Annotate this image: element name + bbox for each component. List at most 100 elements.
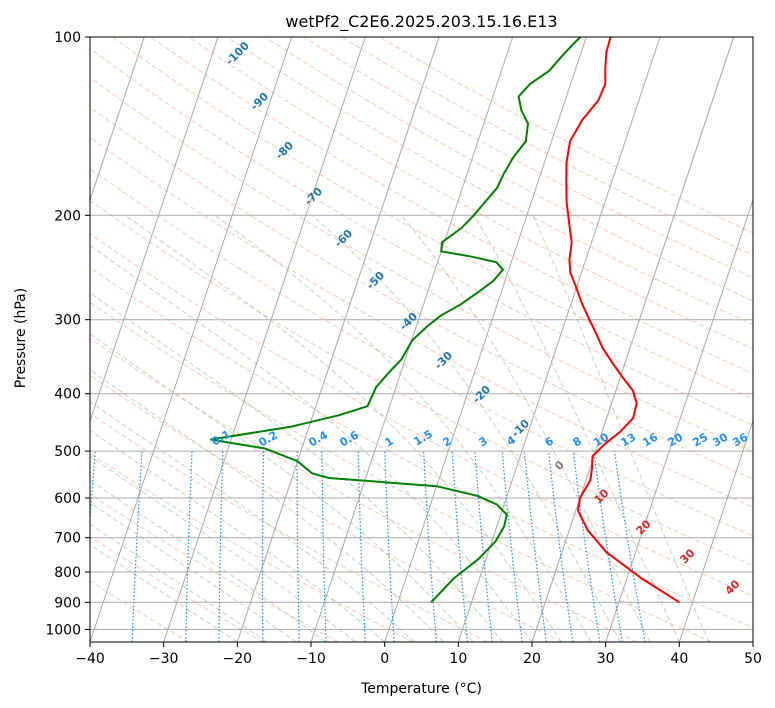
- mixing-ratio-line: [357, 451, 366, 642]
- moist-adiabat-label: -70: [302, 185, 325, 208]
- dry-adiabat: [90, 413, 488, 642]
- y-tick-label: 200: [54, 208, 81, 224]
- isotherm: [90, 37, 145, 202]
- moist-adiabat: [311, 214, 621, 642]
- moist-adiabat: [90, 333, 474, 642]
- y-tick-label: 1000: [45, 622, 81, 638]
- dry-adiabat: [90, 76, 753, 453]
- mixing-ratio-line: [185, 451, 193, 642]
- moist-adiabat: [90, 244, 533, 642]
- moist-adiabat-label: -40: [397, 310, 420, 333]
- x-tick-label: −40: [75, 651, 105, 667]
- moist-adiabat-label: -50: [364, 269, 387, 292]
- isotherm: [0, 37, 71, 642]
- moist-adiabat: [90, 479, 326, 642]
- mixing-ratio-line: [613, 451, 646, 642]
- dry-adiabat: [90, 580, 190, 642]
- y-tick-label: 700: [54, 531, 81, 547]
- isotherm: [384, 37, 587, 642]
- moist-adiabat: [90, 502, 297, 642]
- moist-adiabat: [90, 401, 415, 642]
- x-tick-label: 10: [449, 651, 467, 667]
- mixing-ratio-label: 30: [710, 430, 730, 449]
- mixing-ratio-line: [523, 451, 547, 642]
- dry-adiabat: [90, 337, 638, 642]
- mixing-ratio-line: [501, 451, 523, 642]
- mixing-ratio-label: 16: [640, 430, 660, 449]
- plot-frame: [89, 36, 754, 643]
- y-tick-label: 400: [54, 387, 81, 403]
- mixing-ratio-label: 25: [690, 431, 710, 450]
- moist-adiabat: [90, 455, 356, 642]
- isotherm: [605, 198, 753, 642]
- y-tick-label: 100: [54, 30, 81, 46]
- isotherm: [457, 37, 661, 642]
- dry-adiabat: [90, 266, 753, 629]
- moist-adiabat: [90, 292, 503, 642]
- dry-adiabat: [90, 136, 753, 508]
- isotherm: [752, 640, 753, 642]
- isotherm: [236, 37, 440, 642]
- isotherm: [90, 37, 293, 642]
- moist-adiabat-label: -60: [332, 227, 355, 250]
- x-tick-label: 40: [670, 651, 688, 667]
- x-axis: −40 −30 −20 −10 0 10 20 30 40 50: [75, 642, 762, 667]
- dry-adiabat: [90, 536, 264, 642]
- y-axis: 100 200 300 400 500 600 700 800 900 1000: [45, 30, 90, 638]
- dry-adiabat: [90, 106, 753, 480]
- y-axis-label: Pressure (hPa): [13, 288, 29, 388]
- isotherm: [90, 37, 219, 423]
- moist-adiabat: [90, 544, 238, 642]
- moist-adiabat: [400, 214, 651, 642]
- moist-adiabat: [125, 214, 562, 642]
- y-tick-label: 600: [54, 491, 81, 507]
- moist-adiabat: [473, 215, 680, 642]
- y-tick-label: 500: [54, 444, 81, 460]
- x-tick-label: −10: [296, 651, 326, 667]
- dewpoint-profile-line: [210, 37, 582, 604]
- mixing-ratio-line: [474, 451, 493, 642]
- mixing-ratio-line: [131, 451, 143, 642]
- y-tick-label: 300: [54, 313, 81, 329]
- dry-adiabat: [90, 200, 753, 567]
- y-tick-label: 900: [54, 595, 81, 611]
- isotherm: [163, 37, 366, 642]
- mixing-ratio-label: 0.6: [338, 428, 362, 449]
- moist-adiabat-label: 0: [552, 458, 567, 473]
- mixing-ratio-label: 8: [571, 434, 584, 449]
- isotherm: [678, 419, 753, 642]
- x-tick-label: 50: [744, 651, 762, 667]
- moist-adiabat: [90, 369, 444, 642]
- chart-title: wetPf2_C2E6.2025.203.15.16.E13: [285, 12, 557, 32]
- moist-adiabat: [532, 215, 710, 642]
- mixing-ratio-label: 10: [591, 430, 611, 449]
- isotherm: [531, 37, 735, 642]
- x-tick-label: −30: [149, 651, 179, 667]
- dry-adiabat: [302, 37, 753, 279]
- mixing-ratio-label: 3: [477, 434, 490, 449]
- dry-adiabat: [90, 47, 753, 426]
- mixing-ratio-label: 6: [543, 434, 556, 449]
- mixing-ratio-line: [548, 451, 574, 642]
- x-tick-label: 20: [523, 651, 541, 667]
- x-tick-label: 0: [380, 651, 389, 667]
- dry-adiabat: [90, 452, 414, 642]
- dry-adiabat: [188, 37, 753, 350]
- x-tick-label: −20: [223, 651, 253, 667]
- mixing-ratio-label: 1: [383, 434, 396, 449]
- mixing-ratio-label: 0.4: [307, 428, 331, 449]
- x-tick-label: 30: [597, 651, 615, 667]
- mixing-ratio-label: 1.5: [412, 427, 435, 448]
- moist-adiabat: [90, 523, 268, 642]
- mixing-ratio-line: [261, 451, 264, 642]
- moist-adiabat-label: -100: [223, 39, 252, 68]
- dry-adiabat: [150, 37, 753, 375]
- mixing-ratio-label: 13: [618, 431, 638, 450]
- mixing-ratio-line: [321, 451, 327, 642]
- temperature-profile-line: [565, 37, 680, 604]
- x-axis-label: Temperature (°C): [360, 681, 482, 697]
- dry-adiabat: [90, 233, 753, 597]
- mixing-ratio-label: 36: [730, 430, 750, 449]
- dry-adiabat: [90, 168, 753, 537]
